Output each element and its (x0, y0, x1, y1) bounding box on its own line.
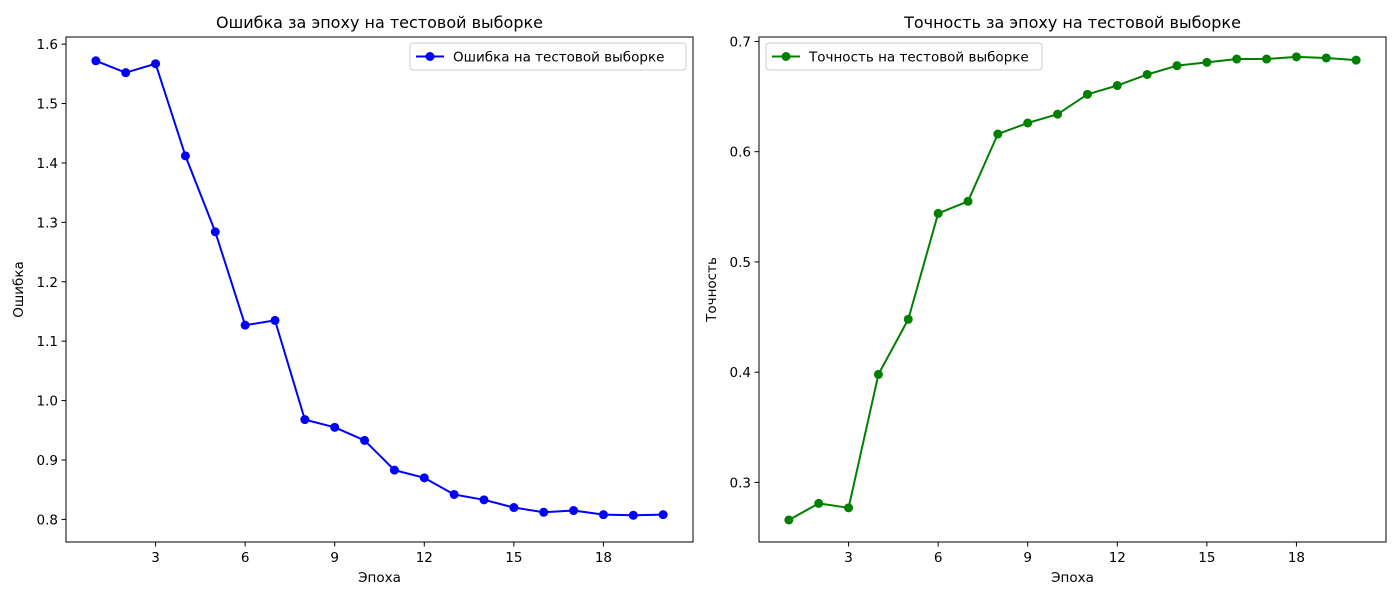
y-tick-label: 1.4 (37, 156, 58, 172)
x-tick-label: 3 (844, 550, 853, 566)
x-tick-label: 12 (1109, 550, 1126, 566)
y-axis-label: Точность (704, 257, 720, 323)
data-point (628, 510, 638, 520)
data-point (873, 369, 883, 379)
data-point (449, 489, 459, 499)
data-point (419, 473, 429, 483)
data-point (240, 320, 250, 330)
y-tick-label: 0.3 (730, 475, 751, 491)
plot-frame (758, 36, 1387, 543)
y-tick-label: 1.5 (37, 97, 58, 113)
data-point (993, 129, 1003, 139)
data-point (658, 510, 668, 520)
series-line (95, 59, 664, 517)
data-point (330, 422, 340, 432)
legend-marker (781, 52, 791, 61)
data-point (1082, 89, 1092, 99)
data-point (1053, 109, 1063, 119)
x-tick-label: 9 (1023, 550, 1032, 566)
legend-label: Точность на тестовой выборке (808, 50, 1029, 66)
x-tick-label: 18 (1288, 550, 1305, 566)
data-point (151, 59, 161, 69)
legend-box (765, 42, 1043, 71)
y-tick-label: 0.7 (730, 34, 751, 50)
data-point (1291, 52, 1301, 62)
x-tick-label: 15 (505, 550, 522, 566)
y-tick-label: 0.4 (730, 365, 751, 381)
data-point (569, 506, 579, 516)
chart-2: Точность за эпоху на тестовой выборке 3 6 9… (704, 13, 1387, 586)
chart-1: Ошибка за эпоху на тестовой выборке 3 6 9 12… (11, 13, 694, 586)
data-point (210, 227, 220, 237)
y-tick-label: 1.6 (37, 37, 58, 53)
legend-label: Ошибка на тестовой выборке (453, 50, 664, 66)
series-line (788, 55, 1357, 521)
data-point (180, 151, 190, 161)
data-point (963, 196, 973, 206)
legend: Ошибка на тестовой выборке (409, 42, 687, 71)
y-tick-label: 0.6 (730, 145, 751, 161)
data-point (1202, 57, 1212, 67)
x-axis-label: Эпоха (1051, 570, 1094, 586)
x-tick-label: 15 (1198, 550, 1215, 566)
x-tick-label: 18 (595, 550, 612, 566)
x-tick-label: 12 (416, 550, 433, 566)
plot-frame (65, 36, 694, 543)
data-point (903, 314, 913, 324)
x-tick-label: 6 (934, 550, 943, 566)
data-point (1351, 55, 1361, 65)
data-point (1321, 53, 1331, 63)
y-tick-label: 0.8 (37, 512, 58, 528)
legend-marker (425, 52, 435, 61)
data-point (509, 503, 519, 513)
y-tick-label: 1.0 (37, 394, 58, 410)
data-point (784, 515, 794, 525)
y-tick-label: 1.1 (37, 334, 58, 350)
y-tick-label: 0.5 (730, 255, 751, 271)
data-point (479, 495, 489, 505)
data-point (1262, 54, 1272, 64)
data-point (1112, 81, 1122, 91)
data-point (844, 503, 854, 513)
chart-title: Точность за эпоху на тестовой выборке (903, 13, 1241, 32)
data-point (91, 56, 101, 66)
legend-box (409, 42, 687, 71)
x-tick-label: 3 (151, 550, 160, 566)
data-point (270, 315, 280, 325)
y-tick-label: 1.3 (37, 215, 58, 231)
data-point (814, 498, 824, 508)
x-tick-label: 9 (330, 550, 339, 566)
legend: Точность на тестовой выборке (765, 42, 1043, 71)
data-point (1172, 61, 1182, 71)
data-point (1142, 69, 1152, 79)
x-tick-label: 6 (241, 550, 250, 566)
x-axis-label: Эпоха (358, 570, 401, 586)
data-point (121, 68, 131, 78)
data-point (1023, 118, 1033, 128)
data-point (1232, 54, 1242, 64)
data-point (389, 465, 399, 475)
y-tick-label: 0.9 (37, 453, 58, 469)
data-point (539, 507, 549, 517)
y-tick-label: 1.2 (37, 275, 58, 291)
y-axis-label: Ошибка (11, 261, 27, 318)
data-point (598, 510, 608, 520)
data-point (933, 208, 943, 218)
chart-title: Ошибка за эпоху на тестовой выборке (216, 13, 543, 32)
data-point (300, 415, 310, 425)
data-point (360, 435, 370, 445)
